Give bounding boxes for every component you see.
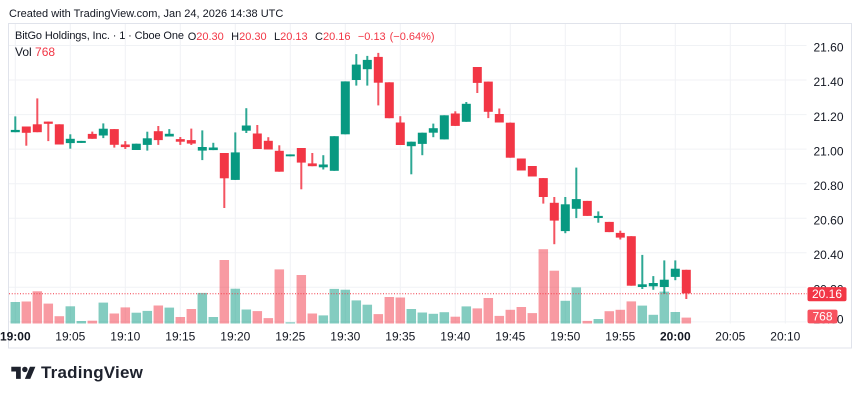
svg-text:19:55: 19:55: [605, 330, 635, 344]
svg-text:21.00: 21.00: [813, 144, 843, 158]
svg-text:19:35: 19:35: [385, 330, 415, 344]
svg-text:19:30: 19:30: [330, 330, 360, 344]
svg-text:19:25: 19:25: [275, 330, 305, 344]
svg-text:20.16: 20.16: [812, 287, 842, 301]
svg-text:768: 768: [812, 309, 832, 323]
svg-text:19:45: 19:45: [495, 330, 525, 344]
svg-text:19:20: 19:20: [220, 330, 250, 344]
svg-text:19:15: 19:15: [165, 330, 195, 344]
svg-text:20.40: 20.40: [813, 248, 843, 262]
svg-text:20.80: 20.80: [813, 179, 843, 193]
svg-text:21.60: 21.60: [813, 41, 843, 55]
svg-text:19:40: 19:40: [440, 330, 470, 344]
svg-text:20:00: 20:00: [660, 330, 691, 344]
svg-text:19:10: 19:10: [110, 330, 140, 344]
svg-text:19:50: 19:50: [550, 330, 580, 344]
svg-text:21.40: 21.40: [813, 75, 843, 89]
svg-text:19:00: 19:00: [0, 330, 31, 344]
svg-text:21.20: 21.20: [813, 110, 843, 124]
svg-text:20:05: 20:05: [715, 330, 745, 344]
svg-text:20.60: 20.60: [813, 213, 843, 227]
svg-text:19:05: 19:05: [55, 330, 85, 344]
svg-text:20:10: 20:10: [770, 330, 800, 344]
